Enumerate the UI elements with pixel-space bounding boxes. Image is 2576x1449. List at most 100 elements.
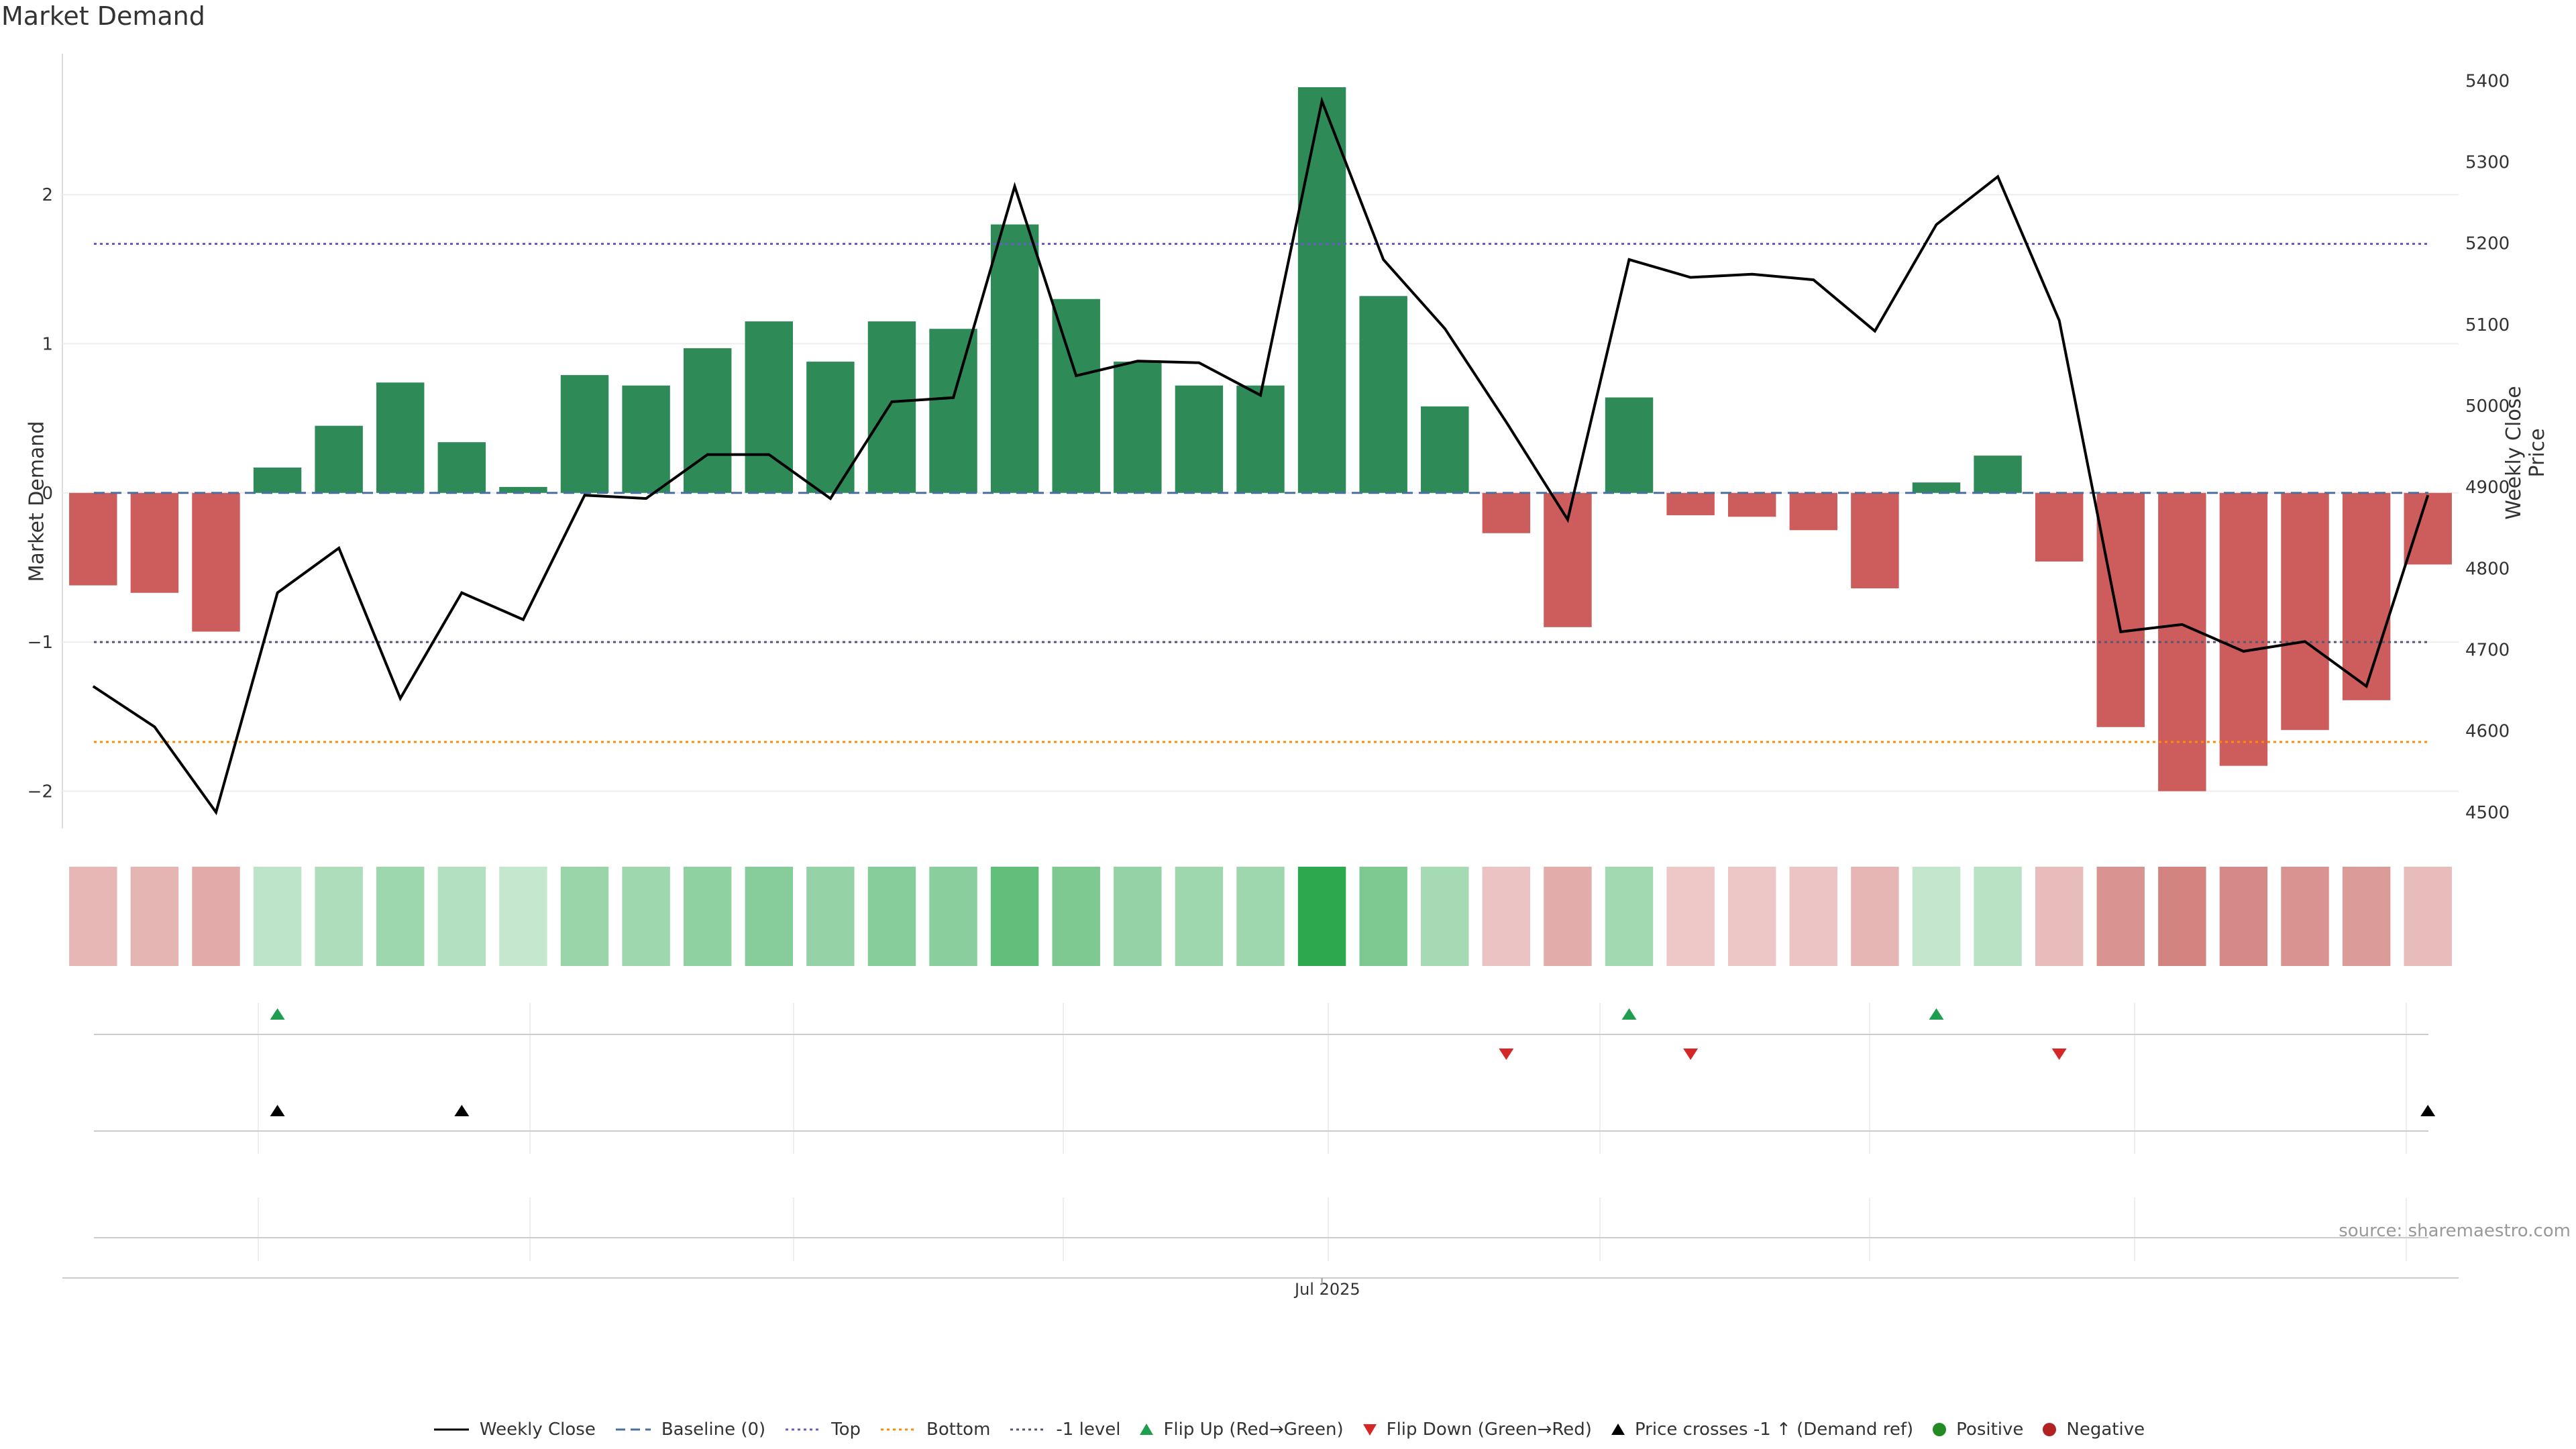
price-cross-marker [454,1105,470,1116]
y2-tick-label: 4800 [2465,559,2510,579]
y2-tick-label: 4700 [2465,640,2510,660]
demand-bar [376,382,425,493]
demand-bar [1052,299,1100,493]
demand-bar [867,321,916,493]
demand-bar [929,329,977,493]
demand-bar [1974,455,2022,493]
demand-heat-cell [1482,867,1531,966]
demand-bar [1236,385,1285,493]
demand-heat-cell [745,867,794,966]
demand-heat-cell [2342,867,2391,966]
legend-flip-up: Flip Up (Red→Green) [1138,1419,1344,1440]
flip-down-marker [1683,1049,1699,1060]
price-cross-marker [270,1105,285,1116]
demand-heat-cell [130,867,179,966]
legend-dotted-icon [1010,1428,1046,1431]
demand-bar [1482,492,1531,533]
y2-tick-label: 4600 [2465,722,2510,742]
legend-label: Positive [1956,1419,2024,1440]
legend-weekly-close: Weekly Close [431,1419,596,1440]
legend-flip-down: Flip Down (Green→Red) [1361,1419,1592,1440]
x-tick-label: Jul 2025 [1295,1280,1360,1299]
legend-bottom: Bottom [878,1419,990,1440]
demand-bar [1297,87,1346,493]
demand-heat-cell [1851,867,1899,966]
demand-bar [2035,492,2084,562]
demand-bar [745,321,794,493]
dot-icon [1933,1423,1947,1436]
demand-heat-cell [253,867,302,966]
demand-heat-cell [1727,867,1776,966]
demand-heat-cell [1052,867,1100,966]
demand-bar [253,467,302,493]
demand-heat-cell [1421,867,1469,966]
legend-label: Bottom [926,1419,991,1440]
demand-bar [437,442,486,493]
demand-heat-cell [1605,867,1654,966]
weekly-close-line [92,96,2430,816]
legend-negative: Negative [2041,1419,2145,1440]
y2-tick-label: 5300 [2465,152,2510,172]
demand-bar [1727,492,1776,517]
demand-heat-cell [1974,867,2022,966]
demand-heat-cell [622,867,670,966]
demand-heat-cell [192,867,240,966]
price-cross-marker [2420,1105,2436,1116]
legend-label: Flip Up (Red→Green) [1163,1419,1344,1440]
demand-bar [1912,482,1961,493]
demand-bar [130,492,179,593]
demand-bar [1175,385,1224,493]
legend-price-cross: Price crosses -1 ↑ (Demand ref) [1609,1419,1913,1440]
demand-bar [2404,492,2452,565]
legend: Weekly Close Baseline (0) Top Bottom -1 … [0,1419,2576,1440]
y2-tick-label: 4500 [2465,803,2510,823]
demand-bar [315,425,363,493]
legend-label: Price crosses -1 ↑ (Demand ref) [1634,1419,1914,1440]
demand-heat-cell [69,867,117,966]
flip-up-marker [1929,1008,1944,1020]
y-tick-label: −1 [28,633,53,653]
flip-down-marker [2051,1049,2067,1060]
demand-heat-cell [437,867,486,966]
demand-bar [192,492,240,632]
demand-heat-cell [2404,867,2452,966]
chart-title: Market Demand [1,1,205,31]
demand-bar [1666,492,1715,516]
legend-baseline: Baseline (0) [613,1419,765,1440]
y-tick-label: −2 [28,782,53,802]
demand-bar [499,486,547,493]
demand-heat-cell [315,867,363,966]
demand-heat-cell [1359,867,1407,966]
demand-heat-cell [1297,867,1346,966]
demand-heat-cell [1789,867,1838,966]
flip-up-marker [270,1008,285,1020]
legend-label: Negative [2066,1419,2145,1440]
legend-dashed-icon [615,1428,651,1431]
demand-bar [2219,492,2268,766]
demand-heat-cell [806,867,855,966]
demand-heat-cell [1175,867,1224,966]
demand-heat-cell [990,867,1039,966]
demand-bar [1544,492,1592,627]
legend-label: -1 level [1056,1419,1121,1440]
demand-bar [2096,492,2145,727]
y2-tick-label: 5100 [2465,315,2510,335]
legend-positive: Positive [1931,1419,2023,1440]
demand-heat-cell [929,867,977,966]
legend-minus-one: -1 level [1008,1419,1120,1440]
legend-top: Top [783,1419,861,1440]
demand-heat-cell [1114,867,1162,966]
demand-heat-cell [2035,867,2084,966]
legend-line-icon [433,1428,469,1431]
demand-heat-cell [2219,867,2268,966]
legend-label: Top [831,1419,861,1440]
demand-bar [1421,406,1469,493]
demand-bar [622,385,670,493]
y2-tick-label: 5400 [2465,71,2510,91]
legend-dotted-icon [881,1428,916,1431]
demand-bar [683,348,732,493]
demand-heat-cell [2281,867,2329,966]
dot-icon [2043,1423,2057,1436]
demand-heat-cell [2158,867,2206,966]
demand-heat-cell [1666,867,1715,966]
